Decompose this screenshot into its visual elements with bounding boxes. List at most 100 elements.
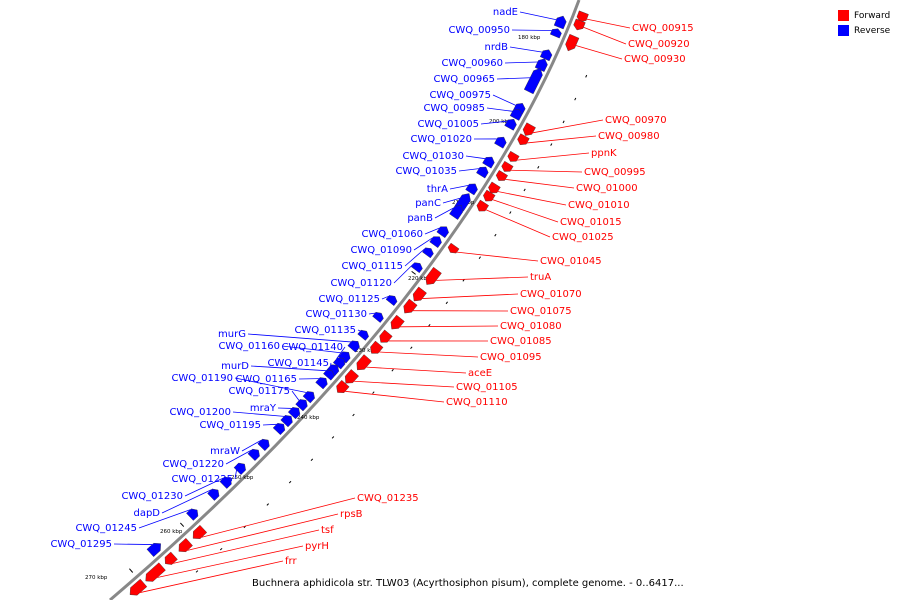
forward-gene-label: truA bbox=[530, 272, 551, 283]
forward-gene-block bbox=[495, 170, 508, 181]
forward-gene-block bbox=[403, 298, 418, 314]
legend-label-reverse: Reverse bbox=[854, 25, 891, 36]
reverse-gene-label: CWQ_01200 bbox=[169, 407, 231, 418]
reverse-gene-label: panC bbox=[415, 198, 441, 209]
reverse-gene-label: CWQ_01115 bbox=[341, 261, 403, 272]
sequence-mark bbox=[372, 391, 375, 394]
reverse-gene-label: nrdB bbox=[485, 42, 509, 53]
forward-gene-label: CWQ_00970 bbox=[605, 115, 667, 126]
forward-gene-label: frr bbox=[285, 556, 297, 567]
forward-gene-block bbox=[576, 10, 589, 23]
reverse-gene-block bbox=[482, 156, 495, 169]
reverse-gene-label: CWQ_01160 bbox=[218, 341, 280, 352]
reverse-leader-line bbox=[519, 11, 557, 21]
tick-label: 250 kbp bbox=[231, 475, 254, 481]
sequence-mark bbox=[410, 346, 413, 350]
reverse-gene-block bbox=[539, 49, 553, 62]
forward-gene-label: CWQ_01025 bbox=[552, 232, 614, 243]
legend-item-reverse: Reverse bbox=[838, 23, 890, 38]
sequence-mark bbox=[195, 570, 199, 573]
forward-gene-block bbox=[129, 578, 148, 596]
reverse-leader-line bbox=[232, 411, 285, 417]
reverse-leader-line bbox=[496, 77, 531, 80]
reverse-leader-line bbox=[330, 362, 332, 366]
reverse-gene-label: CWQ_01120 bbox=[330, 278, 392, 289]
reverse-gene-block bbox=[323, 369, 335, 381]
sequence-mark bbox=[574, 97, 577, 101]
forward-gene-label: CWQ_01045 bbox=[540, 256, 602, 267]
forward-gene-block bbox=[517, 133, 530, 146]
reverse-gene-label: CWQ_01295 bbox=[50, 539, 112, 550]
genome-backbone bbox=[109, 0, 581, 600]
forward-leader-line bbox=[157, 545, 304, 578]
gene-labels-layer: CWQ_00915 CWQ_00920 CWQ_00930 CWQ_00970 CWQ_… bbox=[50, 7, 693, 567]
forward-gene-block bbox=[447, 242, 460, 254]
forward-gene-label: CWQ_01010 bbox=[568, 200, 630, 211]
reverse-gene-label: CWQ_00965 bbox=[433, 74, 495, 85]
reverse-gene-block bbox=[422, 247, 434, 259]
reverse-leader-line bbox=[138, 509, 191, 529]
forward-gene-block bbox=[390, 314, 405, 330]
tick-label: 230 kbp bbox=[355, 348, 378, 354]
forward-leader-line bbox=[366, 366, 467, 374]
forward-gene-block bbox=[178, 537, 193, 553]
reverse-gene-label: CWQ_00960 bbox=[441, 58, 503, 69]
forward-swatch bbox=[838, 10, 849, 21]
legend: Forward Reverse bbox=[838, 8, 890, 38]
reverse-gene-block bbox=[280, 415, 293, 428]
forward-gene-block bbox=[344, 369, 359, 384]
gene-blocks-layer bbox=[129, 10, 589, 596]
reverse-gene-block bbox=[207, 488, 220, 501]
forward-gene-block bbox=[164, 551, 178, 565]
reverse-leader-line bbox=[161, 489, 212, 514]
reverse-gene-label: CWQ_00975 bbox=[429, 90, 491, 101]
reverse-gene-label: CWQ_01035 bbox=[395, 166, 457, 177]
sequence-mark bbox=[266, 503, 270, 506]
map-caption: Buchnera aphidicola str. TLW03 (Acyrthos… bbox=[252, 578, 684, 589]
forward-leader-line bbox=[399, 325, 499, 328]
tick-mark bbox=[411, 270, 416, 275]
reverse-leader-line bbox=[449, 185, 469, 190]
forward-gene-label: CWQ_01085 bbox=[490, 336, 552, 347]
forward-gene-block bbox=[565, 33, 580, 52]
sequence-mark bbox=[310, 458, 314, 462]
reverse-gene-label: CWQ_01220 bbox=[162, 459, 224, 470]
reverse-gene-label: CWQ_01135 bbox=[294, 325, 356, 336]
reverse-leader-line bbox=[424, 227, 440, 235]
reverse-gene-label: dapD bbox=[133, 508, 160, 519]
sequence-mark bbox=[509, 211, 512, 214]
reverse-gene-block bbox=[411, 262, 423, 274]
reverse-gene-block bbox=[257, 438, 270, 452]
forward-gene-label: CWQ_01110 bbox=[446, 397, 508, 408]
reverse-gene-label: CWQ_00985 bbox=[423, 103, 485, 114]
reverse-leader-line bbox=[458, 168, 480, 172]
reverse-gene-label: CWQ_01190 bbox=[171, 373, 233, 384]
sequence-mark bbox=[428, 323, 431, 327]
reverse-gene-label: CWQ_01145 bbox=[267, 358, 329, 369]
leader-lines-layer bbox=[113, 11, 631, 593]
reverse-gene-label: CWQ_01195 bbox=[199, 420, 261, 431]
reverse-gene-label: mraW bbox=[210, 446, 240, 457]
reverse-gene-label: mraY bbox=[250, 403, 277, 414]
reverse-leader-line bbox=[113, 543, 153, 545]
reverse-leader-line bbox=[225, 449, 252, 465]
forward-gene-label: CWQ_00980 bbox=[598, 131, 660, 142]
forward-leader-line bbox=[575, 45, 623, 60]
reverse-gene-label: CWQ_01020 bbox=[410, 134, 472, 145]
forward-leader-line bbox=[485, 209, 551, 238]
forward-leader-line bbox=[586, 18, 631, 29]
reverse-gene-label: panB bbox=[407, 213, 433, 224]
reverse-leader-line bbox=[465, 155, 486, 160]
forward-leader-line bbox=[516, 152, 590, 161]
reverse-gene-block bbox=[476, 166, 489, 179]
reverse-leader-line bbox=[250, 365, 327, 372]
forward-gene-label: CWQ_01000 bbox=[576, 183, 638, 194]
reverse-leader-line bbox=[492, 94, 516, 106]
sequence-mark bbox=[537, 165, 540, 169]
reverse-leader-line bbox=[281, 345, 342, 354]
reverse-gene-label: CWQ_01125 bbox=[318, 294, 380, 305]
forward-gene-label: CWQ_01095 bbox=[480, 352, 542, 363]
sequence-mark bbox=[288, 480, 292, 484]
forward-gene-block bbox=[192, 524, 208, 539]
